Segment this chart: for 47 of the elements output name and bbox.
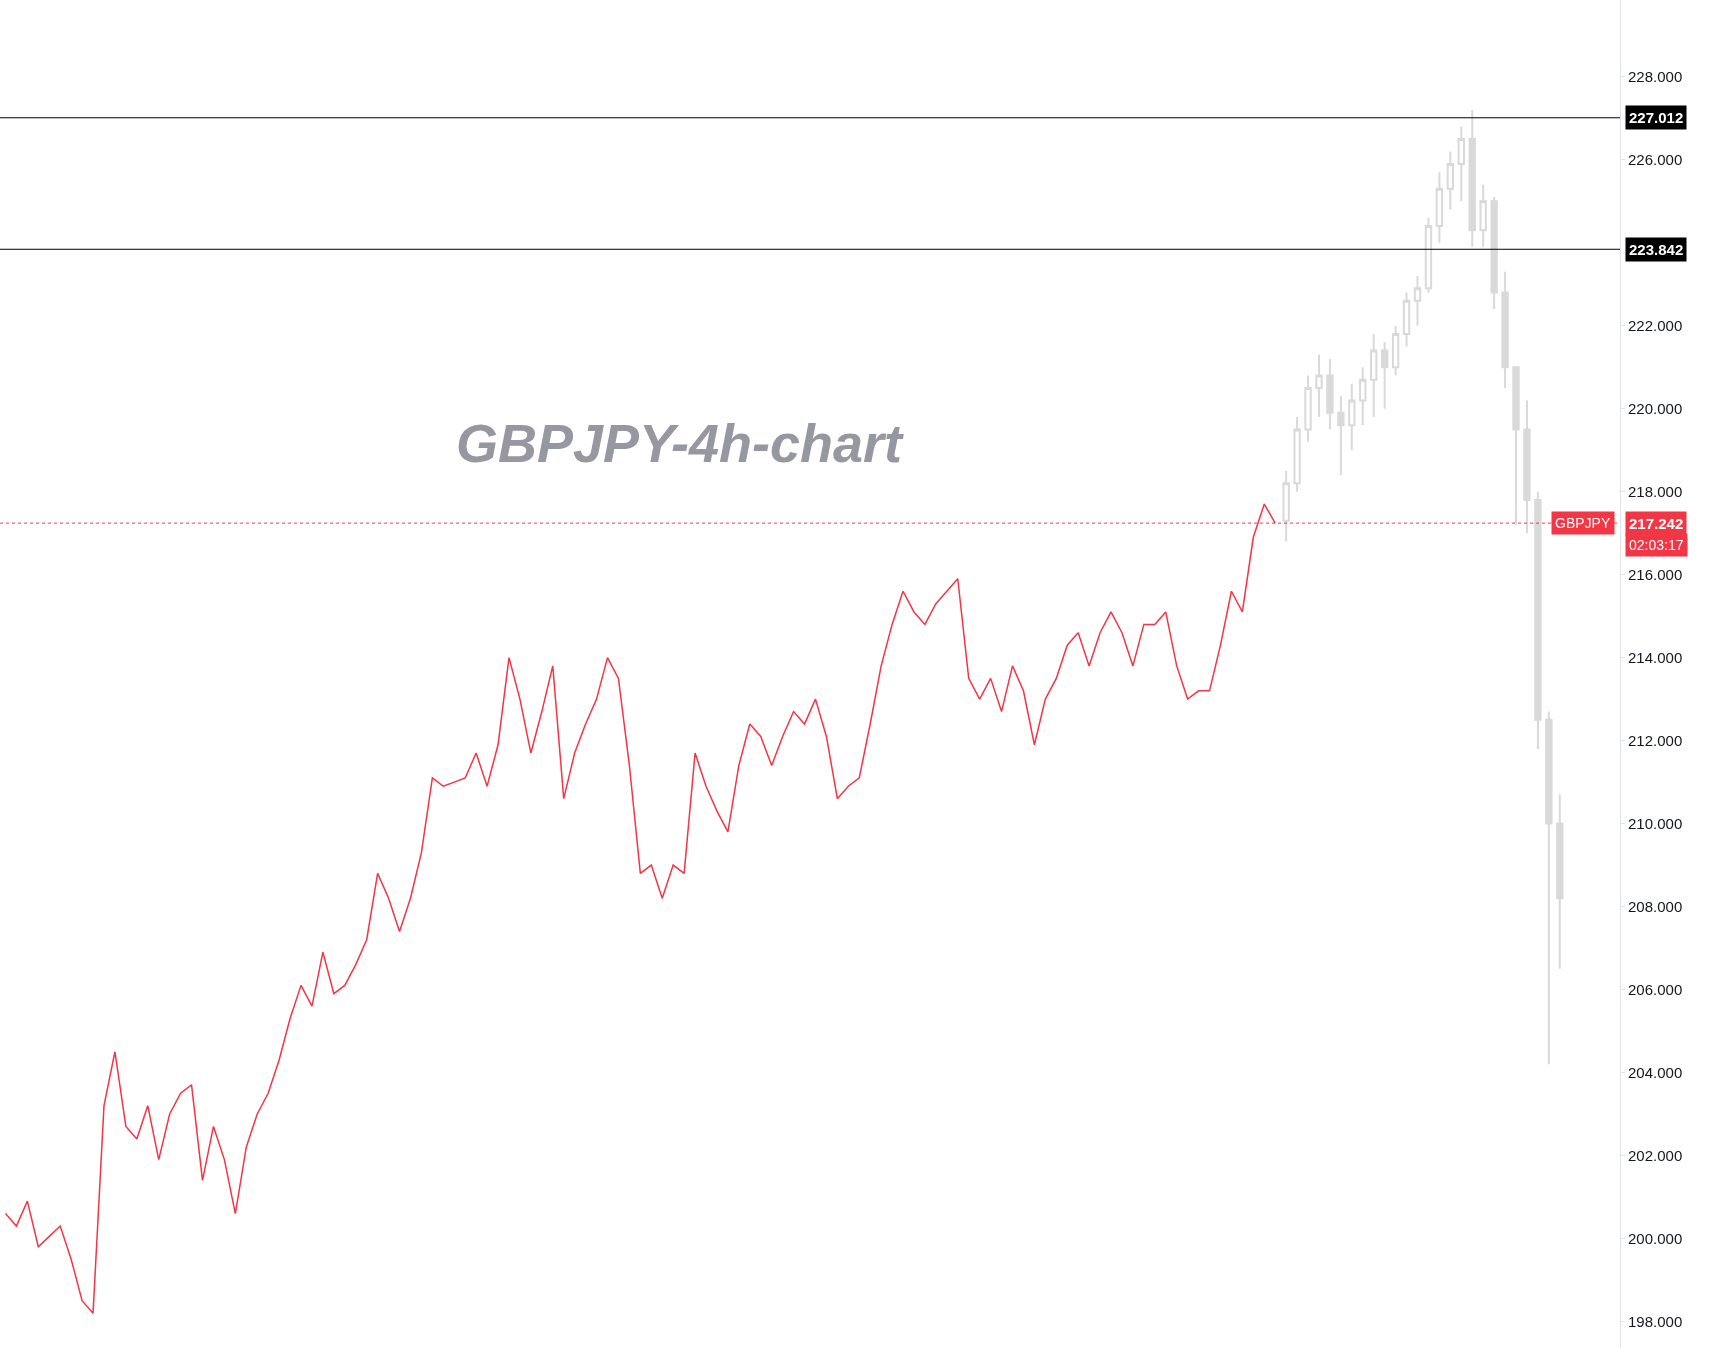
y-tick-label: 206.000 [1628, 980, 1683, 998]
candlestick [1391, 324, 1400, 377]
ref-line-label: 223.842 [1629, 241, 1684, 258]
candlestick [1534, 490, 1542, 750]
candlestick [1424, 216, 1433, 294]
y-tick-label: 210.000 [1628, 814, 1683, 832]
candlestick [1370, 332, 1378, 418]
candlestick [1523, 399, 1531, 535]
candlestick [1326, 357, 1334, 431]
y-tick-label: 218.000 [1628, 482, 1683, 500]
candlestick [1413, 274, 1422, 327]
ref-line-label: 227.012 [1629, 109, 1684, 126]
y-tick-label: 226.000 [1628, 150, 1683, 168]
candlestick [1315, 353, 1323, 418]
candlestick [1304, 374, 1312, 443]
text: 02:03:17 [1629, 537, 1684, 553]
candlestick [1293, 415, 1301, 493]
candlestick [1435, 171, 1444, 244]
y-tick-label: 208.000 [1628, 897, 1683, 915]
y-tick-label: 228.000 [1628, 68, 1683, 86]
candlestick [1446, 150, 1455, 211]
candlestick [1468, 108, 1476, 248]
y-tick-label: 200.000 [1628, 1229, 1683, 1247]
annotation: GBPJPY [1555, 515, 1611, 531]
y-tick-label: 216.000 [1628, 565, 1683, 583]
candlestick [1479, 183, 1487, 248]
y-tick-label: 202.000 [1628, 1146, 1683, 1164]
y-tick-label: 222.000 [1628, 316, 1683, 334]
candlestick [1512, 366, 1520, 526]
y-tick-label: 204.000 [1628, 1063, 1683, 1081]
ref-line-label: 217.242 [1629, 515, 1684, 532]
candlestick [1348, 382, 1356, 452]
candlestick [1545, 710, 1553, 1066]
y-tick-label: 214.000 [1628, 648, 1683, 666]
y-tick-label: 212.000 [1628, 731, 1683, 749]
candlestick [1359, 366, 1367, 427]
candlestick [1282, 469, 1290, 543]
candlestick [1380, 341, 1389, 410]
candlestick [1501, 270, 1509, 389]
y-tick-label: 220.000 [1628, 399, 1683, 417]
candlestick [1490, 196, 1498, 311]
candlestick [1556, 793, 1564, 970]
candlestick [1457, 125, 1465, 203]
candlestick [1402, 291, 1411, 348]
text: GBPJPY-4h-chart [456, 413, 905, 473]
candlestick [1337, 395, 1345, 477]
y-tick-label: 198.000 [1628, 1312, 1683, 1330]
